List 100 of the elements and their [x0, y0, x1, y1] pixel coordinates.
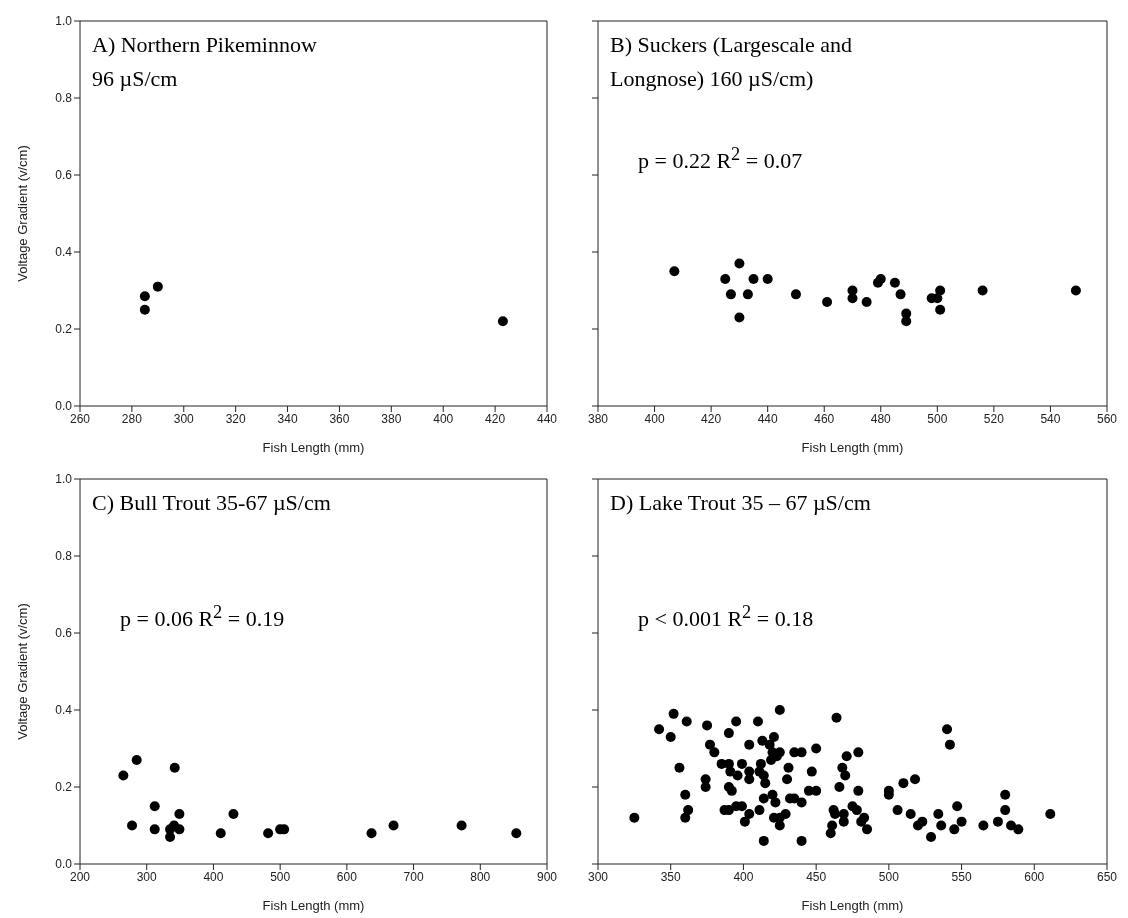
- x-tick-label: 280: [121, 411, 143, 426]
- x-tick-label: 420: [701, 411, 722, 426]
- x-tick-label: 500: [878, 869, 900, 884]
- y-tick-label: 1.0: [55, 472, 73, 487]
- point: [174, 824, 185, 835]
- point: [935, 304, 946, 315]
- x-tick-label: 300: [136, 869, 158, 884]
- y-axis-title: Voltage Gradient (v/cm): [14, 145, 30, 282]
- point: [131, 755, 142, 766]
- point: [822, 297, 833, 308]
- point: [875, 273, 886, 284]
- x-tick-label: 340: [277, 411, 298, 426]
- x-tick-label: 900: [536, 869, 558, 884]
- point: [734, 312, 745, 323]
- x-tick-label: 700: [403, 869, 424, 884]
- annotation: p = 0.06 R$^{2}$ = 0.19: [120, 602, 285, 633]
- x-tick-label: 420: [485, 411, 506, 426]
- y-tick-label: 0.0: [55, 857, 73, 872]
- text: A) Northern Pikeminnow 96 µS/cm: [92, 31, 318, 93]
- point: [215, 828, 226, 839]
- point: [366, 828, 377, 839]
- x-tick-label: 400: [433, 411, 454, 426]
- point: [847, 293, 858, 304]
- x-tick-label: 600: [336, 869, 358, 884]
- x-tick-label: 380: [381, 411, 402, 426]
- x-tick-label: 320: [225, 411, 246, 426]
- x-tick-label: 360: [329, 411, 350, 426]
- point: [165, 832, 176, 843]
- x-tick-label: 650: [1096, 869, 1118, 884]
- x-tick-label: 440: [757, 411, 778, 426]
- point: [720, 273, 731, 284]
- x-tick-label: 500: [927, 411, 948, 426]
- x-tick-label: 400: [203, 869, 224, 884]
- point: [174, 808, 185, 819]
- point: [895, 289, 906, 300]
- y-tick-label: 0.0: [55, 399, 73, 414]
- point: [228, 808, 239, 819]
- annotation: p < 0.001 R$^{2}$ = 0.18: [638, 602, 814, 633]
- point: [149, 824, 160, 835]
- point: [152, 281, 163, 292]
- text: C) Bull Trout 35-67 µS/cm: [92, 489, 332, 517]
- y-tick-label: 0.6: [55, 168, 73, 183]
- x-tick-label: 200: [69, 869, 91, 884]
- point: [118, 770, 129, 781]
- x-tick-label: 520: [983, 411, 1005, 426]
- x-tick-label: 600: [1024, 869, 1045, 884]
- point: [127, 820, 138, 831]
- text: D) Lake Trout 35 – 67 µS/cm: [610, 489, 872, 517]
- point: [511, 828, 522, 839]
- point: [388, 820, 399, 831]
- point: [790, 289, 801, 300]
- point: [977, 285, 988, 296]
- point: [734, 258, 745, 269]
- y-tick-label: 0.6: [55, 626, 73, 641]
- x-tick-label: 560: [1096, 411, 1118, 426]
- x-tick-label: 400: [644, 411, 665, 426]
- y-tick-label: 0.8: [55, 549, 73, 564]
- point: [748, 273, 759, 284]
- x-tick-label: 440: [536, 411, 558, 426]
- point: [139, 304, 150, 315]
- x-tick-label: 550: [951, 869, 972, 884]
- x-tick-label: 480: [870, 411, 892, 426]
- point: [901, 316, 912, 327]
- point: [497, 316, 508, 327]
- point: [742, 289, 753, 300]
- x-tick-label: 500: [270, 869, 291, 884]
- x-tick-label: 460: [814, 411, 835, 426]
- y-tick-label: 0.8: [55, 91, 73, 106]
- point: [139, 291, 150, 302]
- y-tick-label: 0.2: [55, 780, 73, 795]
- text: B) Suckers (Largescale and Longnose) 160 µS/cm): [610, 31, 854, 93]
- point: [456, 820, 467, 831]
- point: [762, 273, 773, 284]
- y-tick-label: 0.4: [55, 245, 73, 260]
- annotation: p = 0.22 R$^{2}$ = 0.07: [638, 144, 803, 175]
- x-tick-label: 300: [173, 411, 195, 426]
- point: [149, 801, 160, 812]
- point: [1070, 285, 1081, 296]
- x-tick-label: 540: [1040, 411, 1061, 426]
- x-axis-title: Fish Length (mm): [801, 440, 904, 455]
- y-tick-label: 0.2: [55, 322, 73, 337]
- point: [669, 266, 680, 277]
- point: [889, 277, 900, 288]
- x-tick-label: 350: [660, 869, 682, 884]
- x-tick-label: 300: [587, 869, 609, 884]
- point: [263, 828, 274, 839]
- x-tick-label: 400: [733, 869, 754, 884]
- y-tick-label: 0.4: [55, 703, 73, 718]
- y-axis-title: Voltage Gradient (v/cm): [14, 603, 30, 740]
- x-axis-title: Fish Length (mm): [801, 898, 904, 913]
- x-tick-label: 380: [587, 411, 609, 426]
- x-tick-label: 450: [806, 869, 827, 884]
- point: [935, 285, 946, 296]
- y-tick-label: 1.0: [55, 14, 73, 29]
- point: [861, 297, 872, 308]
- x-axis-title: Fish Length (mm): [262, 898, 365, 913]
- x-axis-title: Fish Length (mm): [262, 440, 365, 455]
- point: [725, 289, 736, 300]
- x-tick-label: 800: [470, 869, 491, 884]
- point: [169, 762, 180, 773]
